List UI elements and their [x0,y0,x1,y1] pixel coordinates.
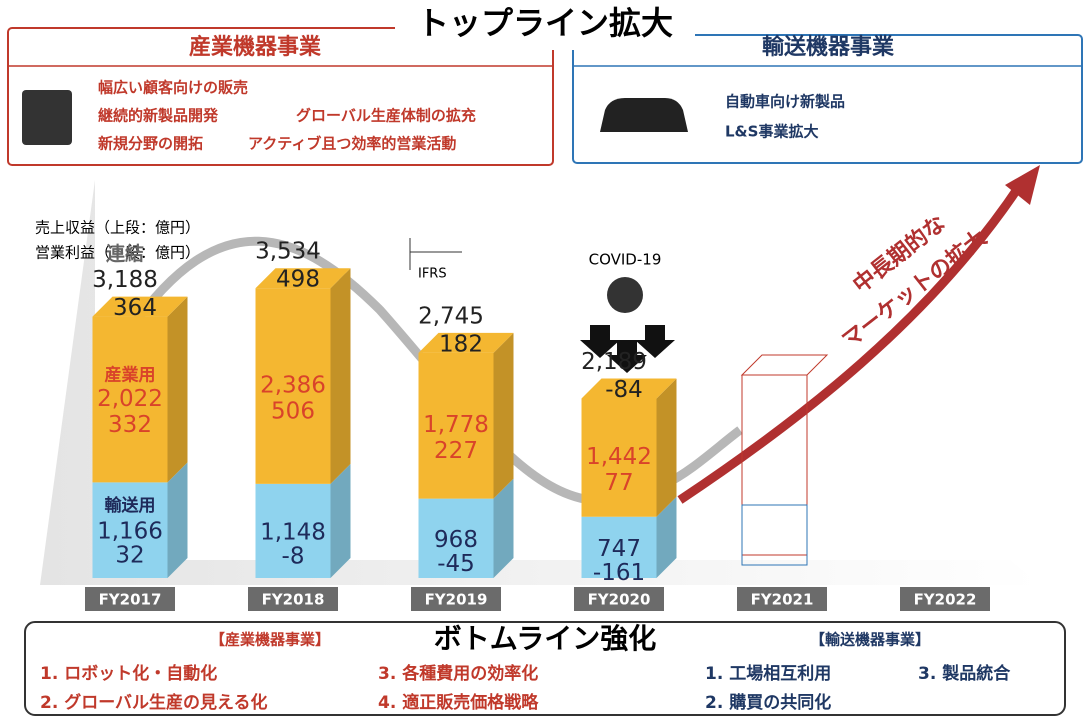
industrial-line: アクティブ且つ効率的営業活動 [248,135,456,153]
section-title: 【産業機器事業】 [210,631,330,649]
x-tick-label: FY2018 [262,591,325,609]
bar-side [168,462,188,578]
future-bar [742,505,807,565]
value-label: 2,386 [260,373,326,399]
virus-icon [607,277,643,313]
profit-label: 332 [108,412,152,438]
transport-title: 輸送機器事業 [762,34,895,60]
bar-side [331,268,351,484]
bottomline-title: ボトムライン強化 [434,622,657,655]
x-tick-label: FY2021 [751,591,814,609]
total-profit: 498 [276,267,320,293]
bar-side [494,333,514,499]
future-bar [742,355,827,375]
value-label: 1,166 [97,519,163,545]
total-label: 3,534 [255,239,321,265]
total-profit: 364 [113,295,157,321]
value-label: 1,778 [423,412,489,438]
x-tick-label: FY2017 [99,591,162,609]
annotation: COVID-19 [589,251,662,269]
x-tick-label: FY2019 [425,591,488,609]
value-label: 2,022 [97,386,163,412]
item: 4. 適正販売価格戦略 [378,692,539,713]
industrial-line: 新規分野の開拓 [98,135,203,153]
total-label: 2,189 [581,349,647,375]
total-label: 2,745 [418,303,484,329]
industrial-line: グローバル生産体制の拡充 [296,107,476,125]
bar-side [168,297,188,483]
profit-label: 32 [115,543,144,569]
industrial-line: 継続的新製品開発 [98,107,219,125]
section-title: 【輸送機器事業】 [810,631,930,649]
x-tick-label: FY2020 [588,591,651,609]
profit-label: -161 [593,560,645,586]
bar-side [331,464,351,578]
transport-line: L&S事業拡大 [725,123,818,141]
profit-label: 77 [604,470,633,496]
axis-note: 売上収益（上段：億円） [35,219,200,237]
profit-label: 506 [271,399,315,425]
profit-label: -8 [282,543,305,569]
series-name: 産業用 [105,364,156,385]
item: 2. 購買の共同化 [705,692,831,713]
total-label: 3,188 [92,267,158,293]
value-label: 1,148 [260,519,326,545]
total-profit: -84 [605,377,643,403]
value-label: 747 [597,536,641,562]
future-bar [742,375,807,555]
item: 1. 工場相互利用 [705,663,831,684]
item: 3. 製品統合 [918,663,1011,684]
car-icon [600,98,688,132]
machine-icon [22,90,72,145]
bar-side [657,379,677,517]
profit-label: -45 [437,551,475,577]
industrial-title: 産業機器事業 [189,34,322,60]
x-tick-label: FY2022 [914,591,977,609]
floor [40,180,1040,585]
topline-title: トップライン拡大 [417,4,673,42]
slide: トップライン拡大 産業機器事業 幅広い顧客向けの販売 継続的新製品開発 グローバ… [0,0,1090,721]
item: 1. ロボット化・自動化 [40,663,217,684]
industrial-line: 幅広い顧客向けの販売 [98,79,248,97]
annotation: IFRS [418,267,447,282]
profit-label: 227 [434,438,478,464]
series-name: 輸送用 [105,495,156,516]
value-label: 1,442 [586,444,652,470]
total-profit: 182 [439,331,483,357]
item: 3. 各種費用の効率化 [378,663,538,684]
transport-line: 自動車向け新製品 [725,93,845,111]
value-label: 968 [434,527,478,553]
item: 2. グローバル生産の見える化 [40,692,268,713]
series-name: 連結 [106,242,144,265]
